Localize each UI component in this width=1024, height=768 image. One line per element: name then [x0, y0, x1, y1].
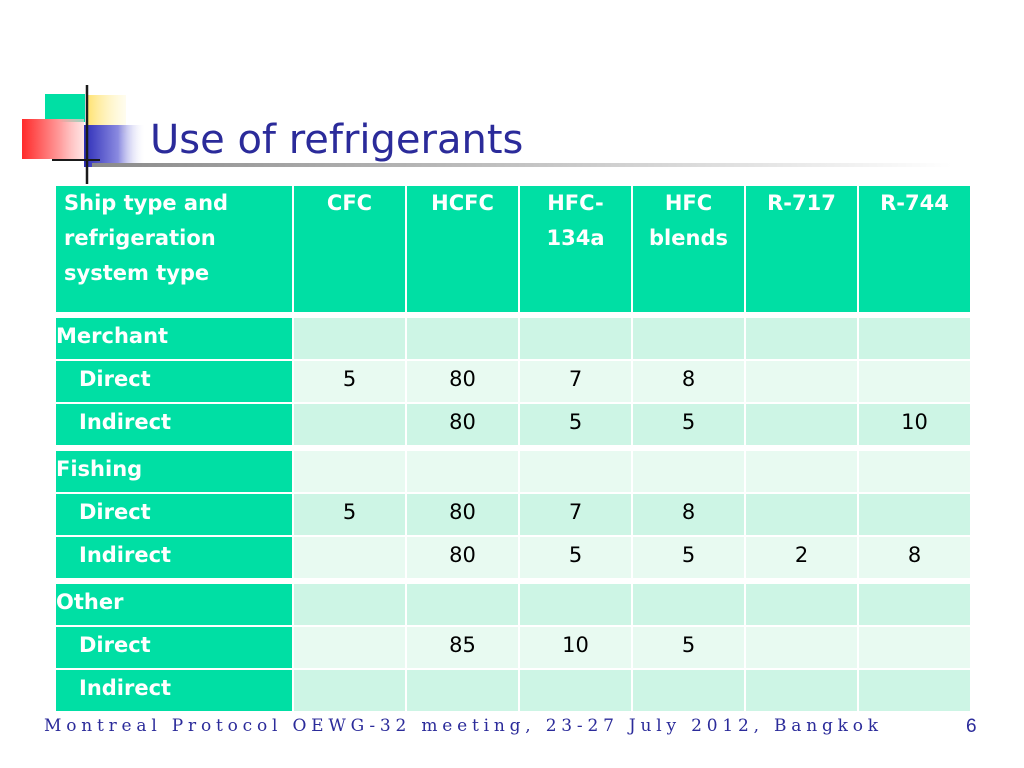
- table-cell: [292, 535, 407, 582]
- table-cell: [631, 668, 746, 713]
- table-cell: [857, 668, 972, 713]
- table-category-row: Other: [54, 578, 972, 627]
- table-cell: [744, 492, 859, 537]
- row-label: Direct: [54, 492, 294, 537]
- table-cell: 80: [405, 492, 520, 537]
- table-cell: [744, 312, 859, 361]
- header-cell-ship-type: Ship type and refrigeration system type: [54, 184, 294, 316]
- header-line: HFC-: [547, 191, 604, 215]
- table-cell: [292, 668, 407, 713]
- table-cell: [405, 312, 520, 361]
- header-line: R-744: [880, 191, 949, 215]
- header-line: HCFC: [431, 191, 494, 215]
- table-cell: [857, 625, 972, 670]
- table-cell: [857, 359, 972, 404]
- table-cell: 80: [405, 402, 520, 449]
- table-cell: [405, 445, 520, 494]
- header-cell-r717: R-717: [744, 184, 859, 316]
- table-cell: 2: [744, 535, 859, 582]
- table-cell: 80: [405, 535, 520, 582]
- header-line: blends: [649, 226, 728, 250]
- table-cell: 10: [857, 402, 972, 449]
- table-category-row: Merchant: [54, 312, 972, 361]
- table-cell: [744, 625, 859, 670]
- row-label: Other: [54, 578, 294, 627]
- page-number: 6: [966, 716, 977, 737]
- refrigerant-table: Ship type and refrigeration system type …: [54, 184, 972, 713]
- table-cell: 8: [857, 535, 972, 582]
- table-cell: [292, 402, 407, 449]
- slide-logo-decoration: [22, 85, 146, 184]
- table-cell: [292, 445, 407, 494]
- row-label: Merchant: [54, 312, 294, 361]
- table-body: Merchant Direct 5 80 7 8 Indirect 80 5 5 10 Fishing…: [54, 312, 972, 713]
- table-row: Indirect: [54, 668, 972, 713]
- header-cell-hfc-blends: HFC blends: [631, 184, 746, 316]
- table-row: Indirect 80 5 5 10: [54, 402, 972, 449]
- table-cell: [631, 312, 746, 361]
- title-underline: [92, 163, 952, 167]
- table-cell: 80: [405, 359, 520, 404]
- slide-title: Use of refrigerants: [150, 117, 524, 163]
- table-cell: 5: [518, 535, 633, 582]
- table-row: Direct 5 80 7 8: [54, 492, 972, 537]
- table-cell: [744, 445, 859, 494]
- table-cell: [518, 668, 633, 713]
- table-cell: [292, 625, 407, 670]
- table-cell: [857, 445, 972, 494]
- table-cell: 5: [631, 402, 746, 449]
- table-cell: [631, 445, 746, 494]
- table-cell: [518, 312, 633, 361]
- row-label: Direct: [54, 625, 294, 670]
- table-cell: [744, 578, 859, 627]
- table-cell: [292, 578, 407, 627]
- table-cell: [631, 578, 746, 627]
- table-cell: [744, 359, 859, 404]
- header-label-line: system type: [64, 261, 210, 285]
- table-cell: 10: [518, 625, 633, 670]
- header-line: CFC: [326, 191, 373, 215]
- table-cell: [518, 578, 633, 627]
- row-label: Indirect: [54, 535, 294, 582]
- row-label: Direct: [54, 359, 294, 404]
- table-header-row: Ship type and refrigeration system type …: [54, 184, 972, 316]
- table-category-row: Fishing: [54, 445, 972, 494]
- header-line: HFC: [664, 191, 713, 215]
- table-cell: [744, 402, 859, 449]
- header-label-line: refrigeration: [64, 226, 216, 250]
- table-row: Direct 85 10 5: [54, 625, 972, 670]
- table-cell: 8: [631, 492, 746, 537]
- table-cell: [857, 578, 972, 627]
- table-row: Direct 5 80 7 8: [54, 359, 972, 404]
- header-label-line: Ship type and: [64, 191, 229, 215]
- table-cell: 7: [518, 359, 633, 404]
- row-label: Indirect: [54, 402, 294, 449]
- slide-footer: Montreal Protocol OEWG-32 meeting, 23-27…: [44, 716, 883, 736]
- header-cell-cfc: CFC: [292, 184, 407, 316]
- table-row: Indirect 80 5 5 2 8: [54, 535, 972, 582]
- table-cell: [518, 445, 633, 494]
- table-cell: [744, 668, 859, 713]
- table-cell: 8: [631, 359, 746, 404]
- table-cell: 7: [518, 492, 633, 537]
- table-cell: 5: [518, 402, 633, 449]
- table-cell: 5: [292, 359, 407, 404]
- header-cell-hcfc: HCFC: [405, 184, 520, 316]
- header-cell-r744: R-744: [857, 184, 972, 316]
- table-cell: 85: [405, 625, 520, 670]
- table-cell: [405, 578, 520, 627]
- table-cell: 5: [631, 535, 746, 582]
- row-label: Indirect: [54, 668, 294, 713]
- header-line: R-717: [767, 191, 836, 215]
- table-cell: [405, 668, 520, 713]
- row-label: Fishing: [54, 445, 294, 494]
- table-cell: [292, 312, 407, 361]
- header-cell-hfc-134a: HFC- 134a: [518, 184, 633, 316]
- table-cell: [857, 312, 972, 361]
- table-cell: 5: [292, 492, 407, 537]
- table-cell: 5: [631, 625, 746, 670]
- table-cell: [857, 492, 972, 537]
- header-line: 134a: [546, 226, 605, 250]
